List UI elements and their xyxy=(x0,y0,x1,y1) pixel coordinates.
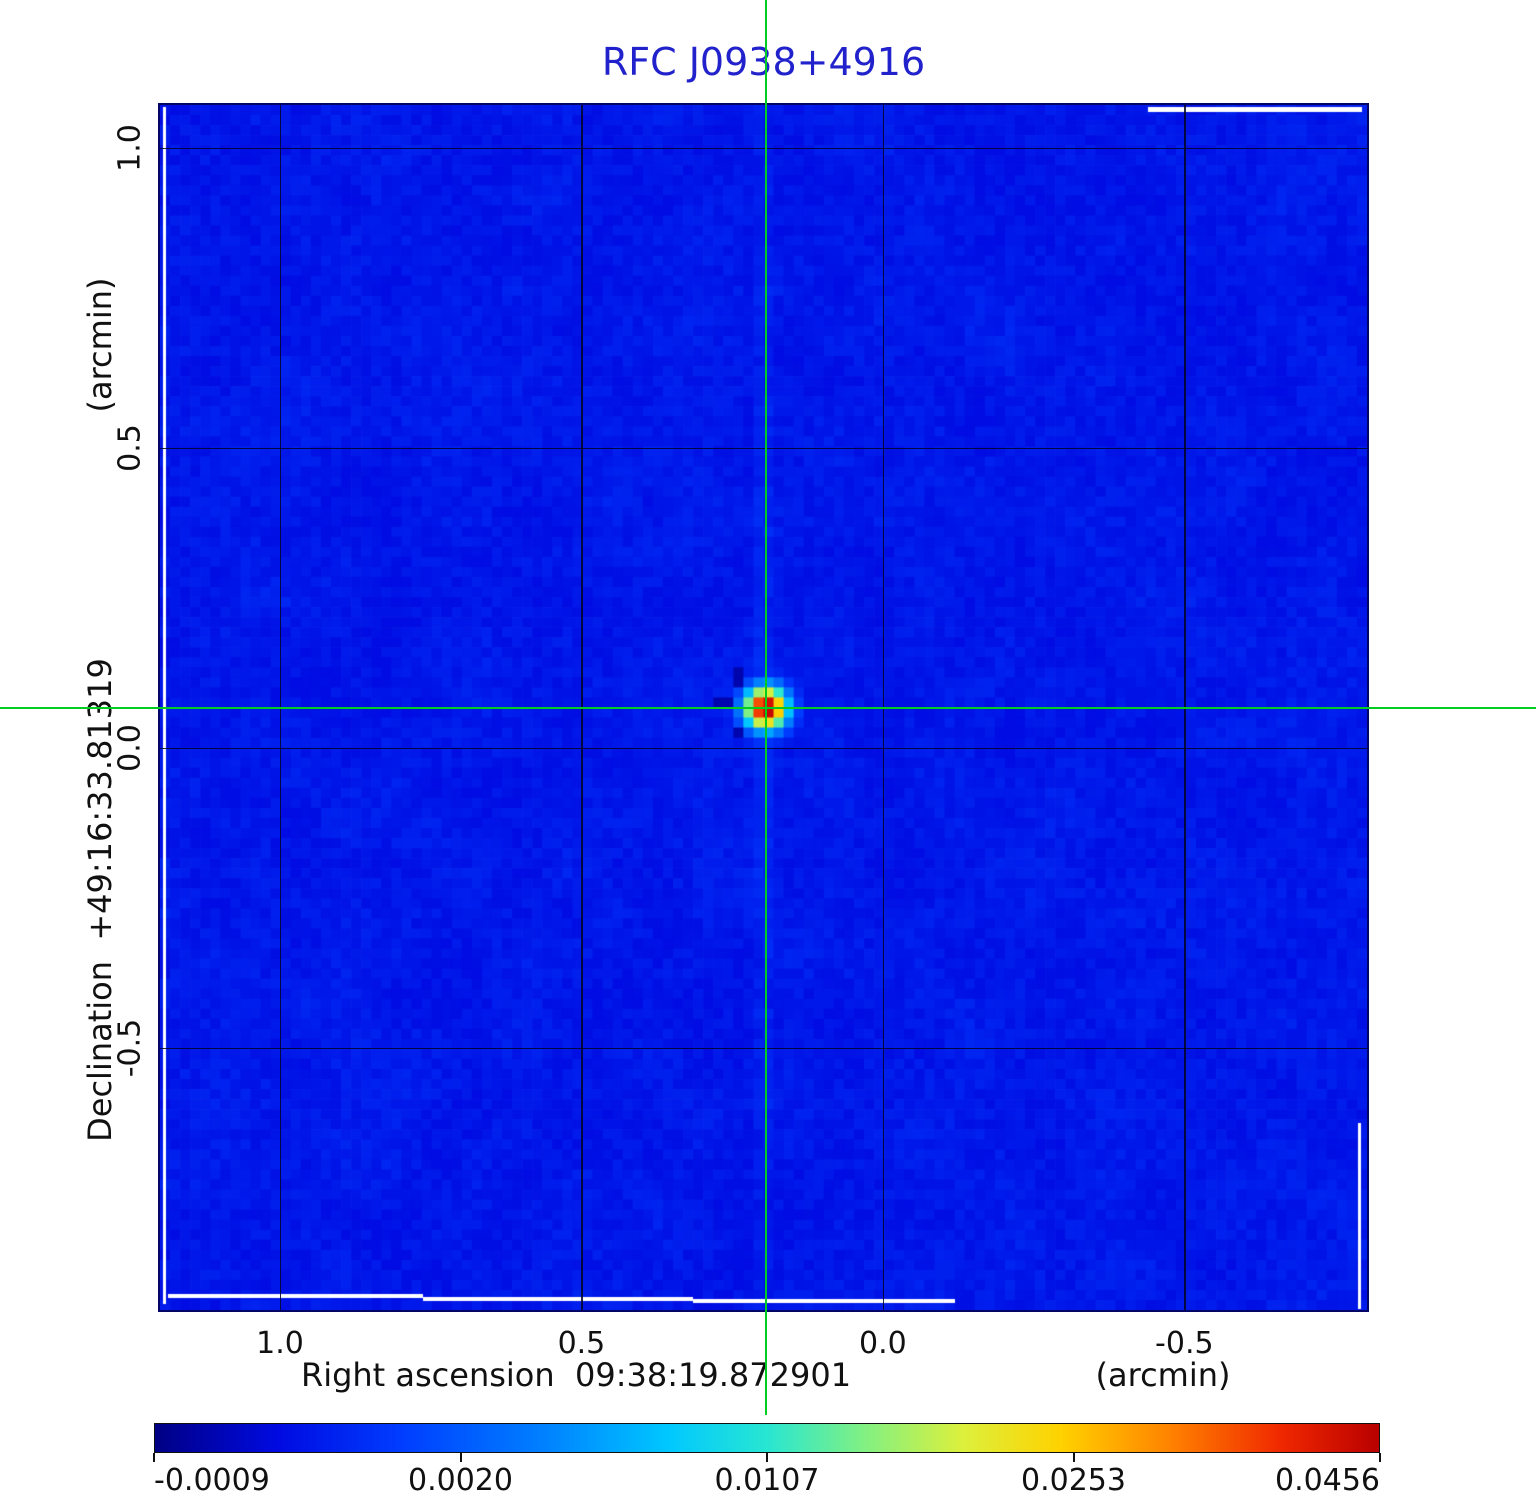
colorbar-tick xyxy=(766,1453,768,1462)
colorbar-tick-label: 0.0456 xyxy=(1275,1463,1380,1498)
y-grid-line xyxy=(160,147,1367,150)
y-tick-label: 0.5 xyxy=(112,423,148,472)
colorbar-tick xyxy=(459,1453,462,1462)
y-tick-label: 1.0 xyxy=(112,123,148,172)
x-axis-unit-label: (arcmin) xyxy=(1095,1356,1231,1394)
colorbar-tick-label: 0.0020 xyxy=(408,1463,513,1498)
y-axis-label: Declination +49:16:33.81319 xyxy=(81,658,119,1142)
y-grid-line xyxy=(160,447,1367,450)
colorbar-tick-label: -0.0009 xyxy=(154,1463,270,1498)
y-axis-unit-label: (arcmin) xyxy=(81,277,119,413)
colorbar-tick xyxy=(153,1453,155,1462)
x-tick-label: 0.0 xyxy=(859,1326,907,1361)
y-grid-line xyxy=(160,1047,1367,1050)
crosshair-horizontal-line xyxy=(0,707,1536,710)
figure-title: RFC J0938+4916 xyxy=(601,40,926,84)
colorbar-gradient xyxy=(154,1423,1380,1453)
colorbar-tick-label: 0.0253 xyxy=(1021,1463,1126,1498)
x-tick-label: 0.5 xyxy=(557,1326,606,1361)
x-tick-label: -0.5 xyxy=(1155,1326,1214,1361)
colorbar-tick-label: 0.0107 xyxy=(714,1463,820,1498)
x-tick-label: 1.0 xyxy=(256,1326,304,1361)
y-grid-line xyxy=(160,747,1367,750)
colorbar-tick xyxy=(1379,1453,1381,1462)
colorbar-tick xyxy=(1072,1453,1075,1462)
x-axis-label: Right ascension 09:38:19.872901 xyxy=(300,1356,852,1394)
